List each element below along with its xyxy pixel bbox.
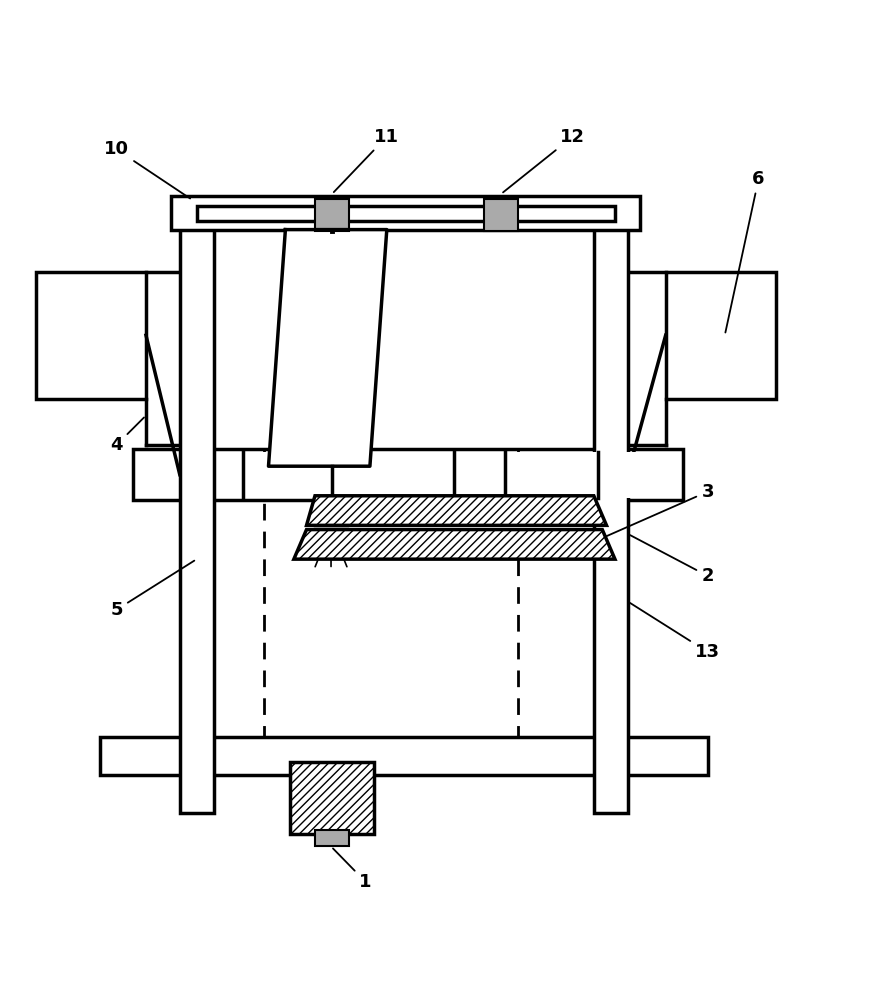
Bar [133,449,682,500]
Text: 10: 10 [104,140,190,198]
Polygon shape [306,496,606,525]
Text: 12: 12 [503,128,585,192]
Bar [172,196,640,230]
Text: 6: 6 [725,170,765,333]
Bar [243,452,454,498]
Bar [594,204,627,813]
Bar [505,452,657,498]
Text: 11: 11 [333,128,399,192]
Text: 2: 2 [630,535,714,585]
Bar [179,204,214,813]
Polygon shape [294,530,615,559]
Polygon shape [269,230,387,466]
Bar [315,830,349,846]
Bar [100,737,708,775]
Bar [290,762,374,834]
Bar [197,206,615,221]
Text: 3: 3 [605,483,714,537]
Bar [36,272,146,399]
Polygon shape [306,496,606,525]
Bar [315,498,347,525]
Bar [315,199,349,231]
Text: 5: 5 [110,561,194,619]
Text: 4: 4 [110,417,144,454]
Bar [315,498,347,525]
Text: 1: 1 [333,848,372,891]
Bar [666,272,775,399]
Text: 13: 13 [630,603,720,661]
Bar [484,199,518,231]
